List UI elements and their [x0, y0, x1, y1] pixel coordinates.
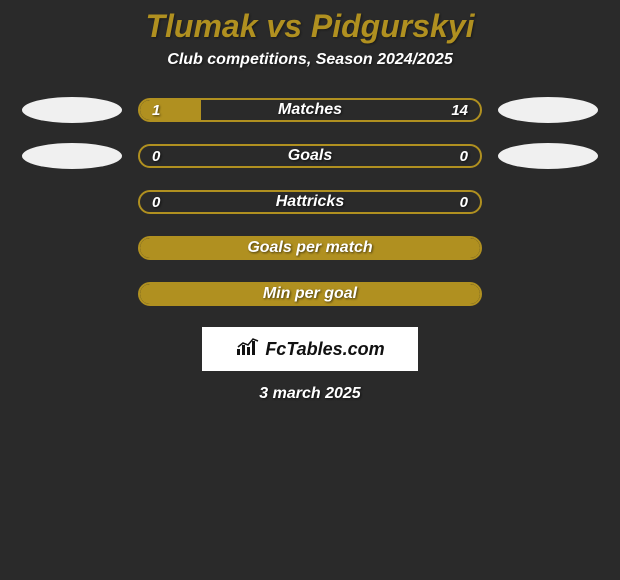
oval-placeholder [498, 235, 598, 261]
stat-row: Min per goal [0, 281, 620, 307]
stat-row: 1Matches14 [0, 97, 620, 123]
player-oval-left [22, 143, 122, 169]
page-title: Tlumak vs Pidgurskyi [0, 0, 620, 51]
stat-bar: 0Hattricks0 [138, 190, 482, 214]
page-subtitle: Club competitions, Season 2024/2025 [0, 51, 620, 97]
stat-row: 0Goals0 [0, 143, 620, 169]
oval-placeholder [498, 281, 598, 307]
stat-bar: 1Matches14 [138, 98, 482, 122]
oval-placeholder [22, 281, 122, 307]
stat-label: Matches [140, 100, 480, 120]
stat-bar: Min per goal [138, 282, 482, 306]
stat-label: Goals per match [140, 238, 480, 258]
logo-box: FcTables.com [202, 327, 418, 371]
oval-placeholder [498, 189, 598, 215]
stat-label: Hattricks [140, 192, 480, 212]
stat-value-right: 14 [451, 100, 468, 120]
stat-rows: 1Matches140Goals00Hattricks0Goals per ma… [0, 97, 620, 307]
stat-row: 0Hattricks0 [0, 189, 620, 215]
stat-row: Goals per match [0, 235, 620, 261]
stat-bar: 0Goals0 [138, 144, 482, 168]
logo: FcTables.com [235, 337, 384, 362]
oval-placeholder [22, 235, 122, 261]
player-oval-right [498, 97, 598, 123]
date-label: 3 march 2025 [0, 385, 620, 403]
stat-value-right: 0 [460, 146, 468, 166]
logo-text: FcTables.com [265, 339, 384, 360]
chart-icon [235, 337, 261, 362]
stat-label: Goals [140, 146, 480, 166]
stat-label: Min per goal [140, 284, 480, 304]
infographic-root: Tlumak vs Pidgurskyi Club competitions, … [0, 0, 620, 403]
oval-placeholder [22, 189, 122, 215]
player-oval-right [498, 143, 598, 169]
stat-bar: Goals per match [138, 236, 482, 260]
stat-value-right: 0 [460, 192, 468, 212]
player-oval-left [22, 97, 122, 123]
